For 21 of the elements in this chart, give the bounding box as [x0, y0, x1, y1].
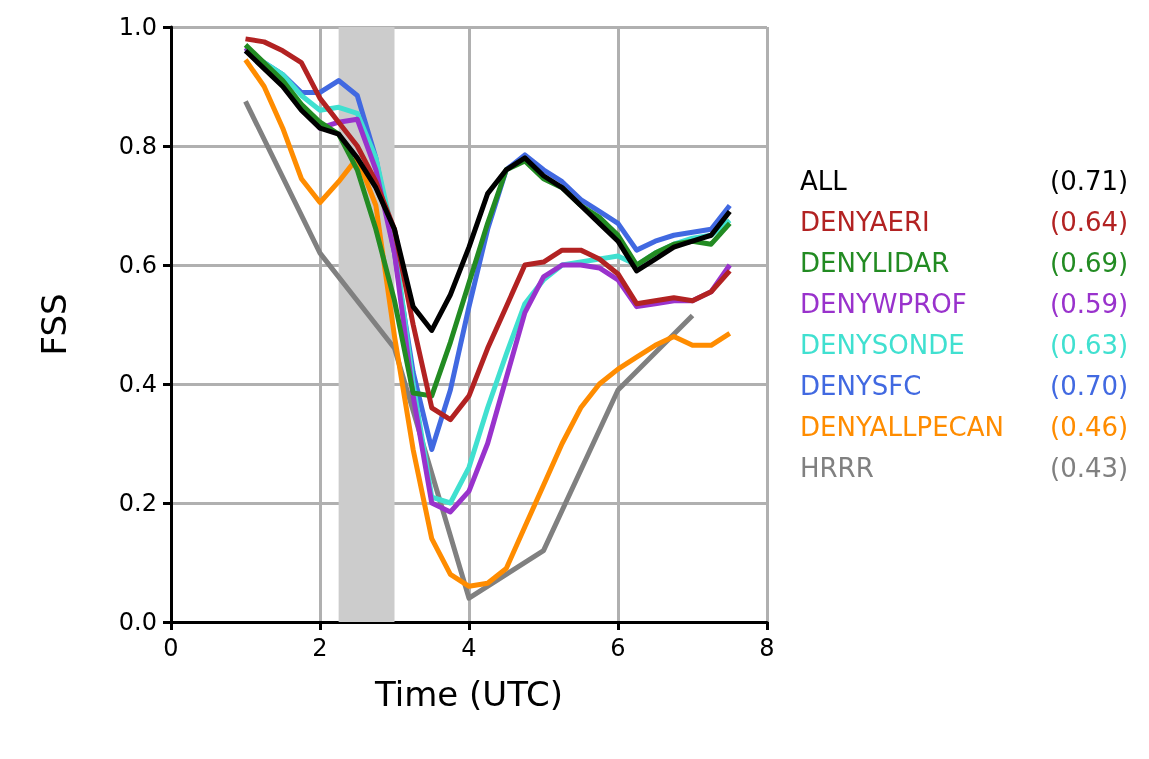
x-tick-label: 8: [759, 634, 775, 662]
x-tick-label: 0: [163, 634, 179, 662]
y-axis-title: FSS: [34, 293, 74, 356]
x-tick-label: 6: [610, 634, 626, 662]
y-tick-label: 0.8: [118, 132, 157, 160]
x-axis-title: Time (UTC): [374, 674, 563, 714]
text: DENYSONDE (0.63): [800, 330, 1129, 360]
x-tick-label: 4: [461, 634, 477, 662]
text: DENYWPROF (0.59): [800, 289, 1129, 319]
y-tick-label: 0.4: [118, 370, 157, 398]
y-tick-label: 0.2: [118, 489, 157, 517]
x-tick-label: 2: [312, 634, 328, 662]
text: DENYALLPECAN (0.46): [800, 412, 1129, 442]
y-tick-label: 1.0: [118, 13, 157, 41]
y-tick-label: 0.0: [118, 608, 157, 636]
text: DENYAERI (0.64): [800, 207, 1129, 237]
text: ALL (0.71): [800, 166, 1129, 196]
text: DENYLIDAR (0.69): [800, 248, 1129, 278]
text: DENYSFC (0.70): [800, 371, 1129, 401]
text: HRRR (0.43): [800, 453, 1129, 483]
y-tick-label: 0.6: [118, 251, 157, 279]
